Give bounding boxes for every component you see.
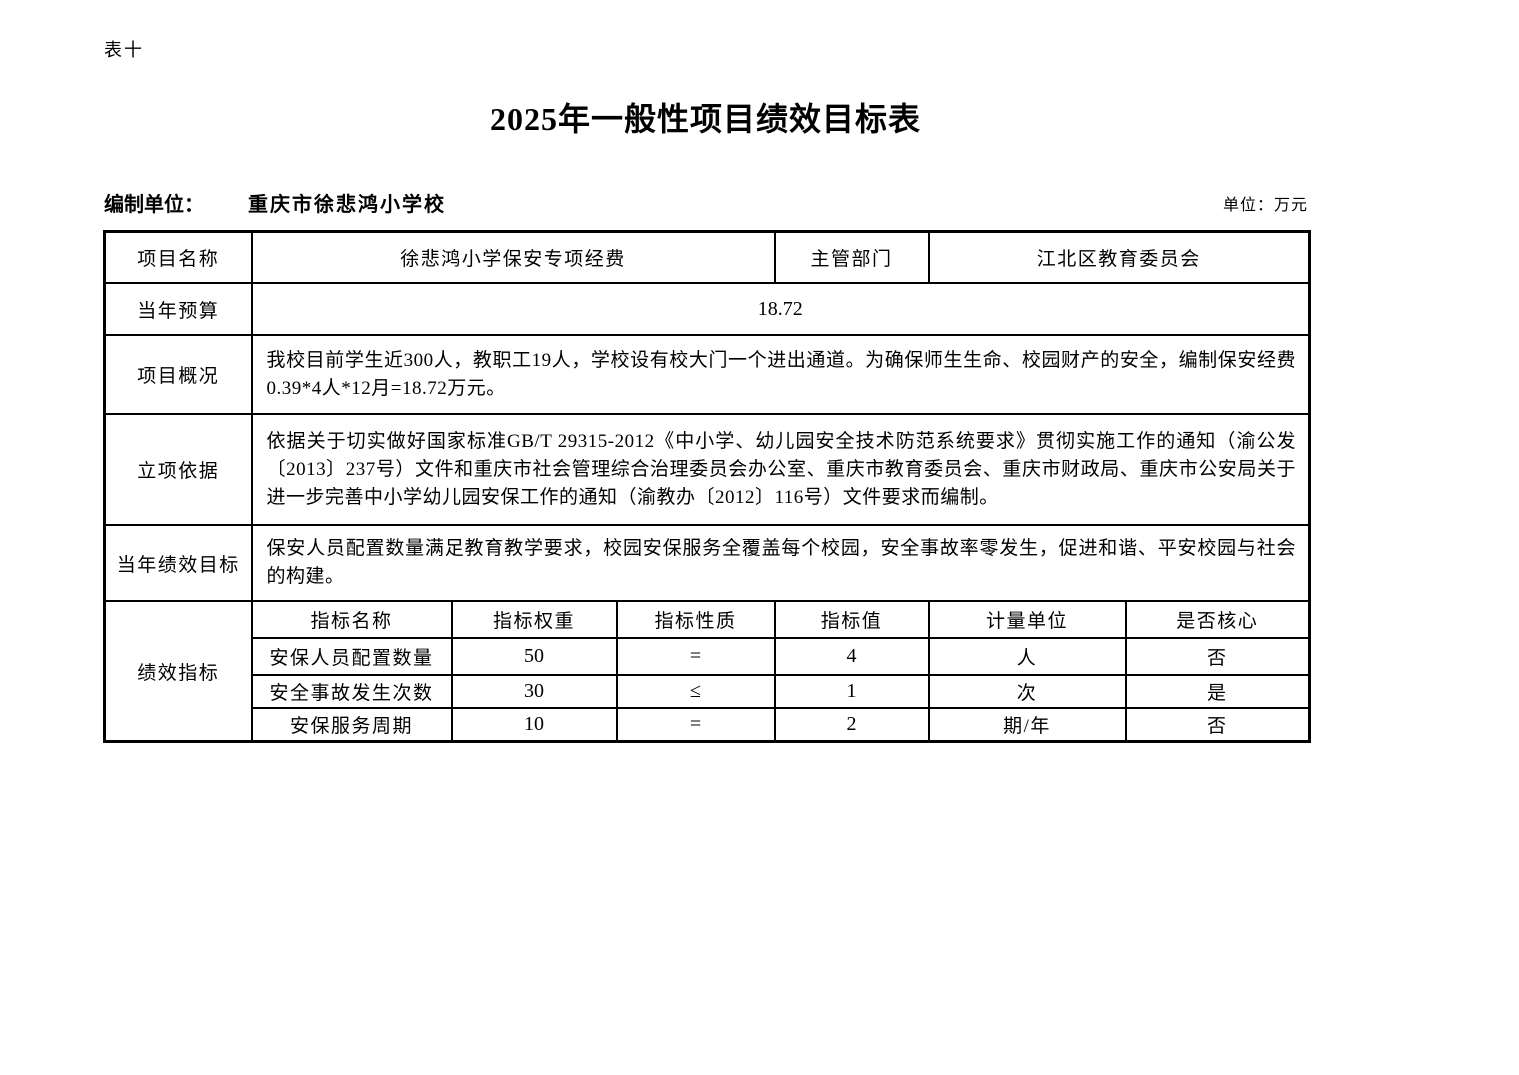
indicator-header-row: 绩效指标 指标名称 指标权重 指标性质 指标值 计量单位 是否核心 (103, 600, 1311, 743)
annual-target-label-cell: 当年绩效目标 (103, 524, 253, 602)
indicator-header-nature: 指标性质 (615, 600, 776, 639)
indicator-core-cell: 否 (1124, 637, 1311, 676)
table-number-tag: 表十 (104, 40, 144, 60)
indicator-row: 安保服务周期 10 = 2 期/年 否 (105, 707, 1311, 743)
indicator-name-cell: 安保人员配置数量 (250, 637, 453, 676)
meta-row: 编制单位： 重庆市徐悲鸿小学校 单位：万元 (104, 188, 1308, 217)
performance-target-table: 项目名称 徐悲鸿小学保安专项经费 主管部门 江北区教育委员会 当年预算 18.7… (103, 230, 1312, 743)
indicator-nature-cell: = (615, 637, 776, 676)
indicator-weight-cell: 10 (450, 707, 618, 743)
indicator-weight-cell: 30 (450, 674, 618, 709)
indicator-unit-cell: 期/年 (927, 707, 1127, 743)
basis-row: 立项依据 依据关于切实做好国家标准GB/T 29315-2012《中小学、幼儿园… (103, 413, 1311, 526)
indicator-header-weight: 指标权重 (450, 600, 618, 639)
indicator-value-cell: 4 (773, 637, 930, 676)
indicator-name-cell: 安保服务周期 (250, 707, 453, 743)
indicator-core-cell: 否 (1124, 707, 1311, 743)
project-name-row: 项目名称 徐悲鸿小学保安专项经费 主管部门 江北区教育委员会 (103, 230, 1311, 284)
department-value-cell: 江北区教育委员会 (927, 230, 1311, 284)
indicator-name-cell: 安全事故发生次数 (250, 674, 453, 709)
prepared-by-label: 编制单位： (104, 194, 204, 216)
indicator-header-core: 是否核心 (1124, 600, 1311, 639)
indicator-nature-cell: ≤ (615, 674, 776, 709)
indicators-label-cell: 绩效指标 (103, 600, 253, 743)
budget-row: 当年预算 18.72 (103, 282, 1311, 336)
indicator-row: 安全事故发生次数 30 ≤ 1 次 是 (105, 674, 1311, 709)
prepared-by-value: 重庆市徐悲鸿小学校 (248, 194, 446, 216)
budget-label-cell: 当年预算 (103, 282, 253, 336)
indicator-core-cell: 是 (1124, 674, 1311, 709)
basis-label-cell: 立项依据 (103, 413, 253, 526)
indicator-weight-cell: 50 (450, 637, 618, 676)
indicator-header-value: 指标值 (773, 600, 930, 639)
indicator-header-unit: 计量单位 (927, 600, 1127, 639)
overview-row: 项目概况 我校目前学生近300人，教职工19人，学校设有校大门一个进出通道。为确… (103, 334, 1311, 415)
project-name-label-cell: 项目名称 (103, 230, 253, 284)
indicator-value-cell: 2 (773, 707, 930, 743)
indicator-header-name: 指标名称 (250, 600, 453, 639)
department-label-cell: 主管部门 (773, 230, 930, 284)
prepared-by-group: 编制单位： 重庆市徐悲鸿小学校 (104, 188, 446, 217)
indicator-unit-cell: 人 (927, 637, 1127, 676)
annual-target-row: 当年绩效目标 保安人员配置数量满足教育教学要求，校园安保服务全覆盖每个校园，安全… (103, 524, 1311, 602)
overview-value-cell: 我校目前学生近300人，教职工19人，学校设有校大门一个进出通道。为确保师生生命… (250, 334, 1311, 415)
indicator-value-cell: 1 (773, 674, 930, 709)
document-title: 2025年一般性项目绩效目标表 (489, 101, 921, 137)
overview-label-cell: 项目概况 (103, 334, 253, 415)
basis-value-cell: 依据关于切实做好国家标准GB/T 29315-2012《中小学、幼儿园安全技术防… (250, 413, 1311, 526)
annual-target-value-cell: 保安人员配置数量满足教育教学要求，校园安保服务全覆盖每个校园，安全事故率零发生，… (250, 524, 1311, 602)
indicator-nature-cell: = (615, 707, 776, 743)
budget-value-cell: 18.72 (250, 282, 1311, 336)
indicator-unit-cell: 次 (927, 674, 1127, 709)
indicator-row: 安保人员配置数量 50 = 4 人 否 (105, 637, 1311, 676)
project-name-value-cell: 徐悲鸿小学保安专项经费 (250, 230, 776, 284)
unit-note: 单位：万元 (1222, 197, 1308, 214)
